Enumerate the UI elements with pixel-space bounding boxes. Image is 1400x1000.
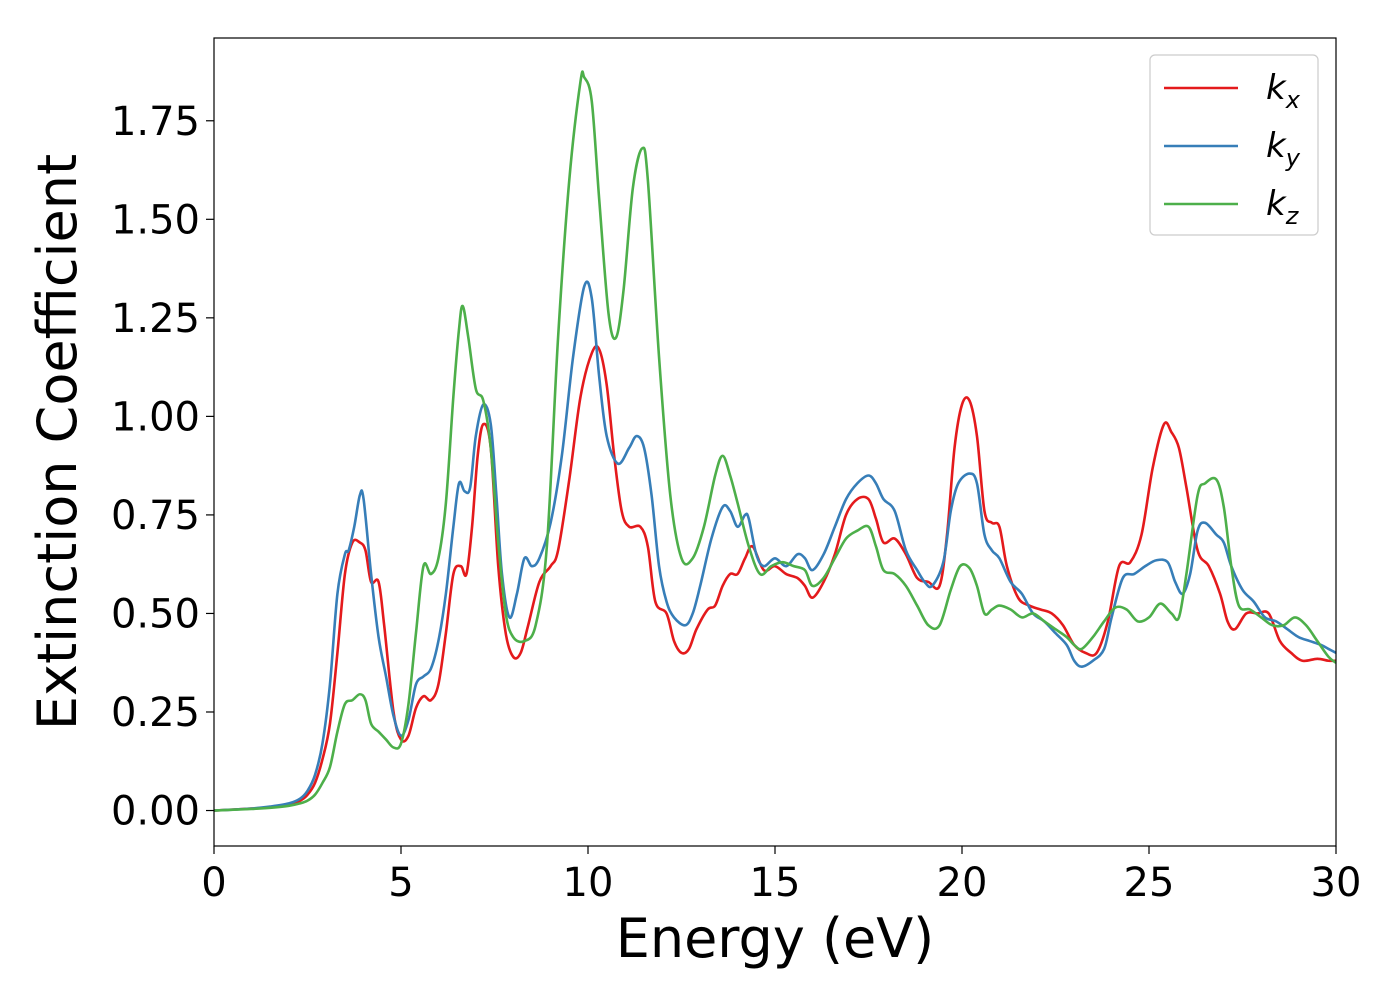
- y-tick-label: 1.00: [111, 394, 200, 440]
- x-axis: 0 5 10 15 20 25 30: [201, 846, 1361, 906]
- y-tick-label: 0.00: [111, 789, 200, 835]
- y-tick-label: 0.75: [111, 493, 200, 539]
- series-line-x: [214, 344, 1336, 812]
- legend-label-y: ky: [1266, 126, 1301, 172]
- series-line-y: [214, 280, 1336, 812]
- series-layer: [214, 70, 1336, 812]
- y-axis: 0.00 0.25 0.50 0.75 1.00 1.25 1.50 1.75: [111, 99, 214, 835]
- x-tick-label: 0: [201, 860, 226, 906]
- x-tick-label: 20: [937, 860, 988, 906]
- y-tick-label: 1.25: [111, 296, 200, 342]
- legend: kx ky kz: [1149, 54, 1319, 236]
- x-tick-label: 30: [1311, 860, 1362, 906]
- y-tick-label: 1.75: [111, 99, 200, 145]
- x-tick-label: 25: [1124, 860, 1175, 906]
- y-tick-label: 0.50: [111, 591, 200, 637]
- legend-label-z: kz: [1266, 184, 1300, 230]
- x-tick-label: 5: [388, 860, 413, 906]
- x-tick-label: 15: [750, 860, 801, 906]
- x-tick-label: 10: [563, 860, 614, 906]
- y-tick-label: 1.50: [111, 197, 200, 243]
- y-axis-title: Extinction Coefficient: [26, 154, 89, 730]
- x-axis-title: Energy (eV): [616, 907, 935, 970]
- legend-label-x: kx: [1266, 68, 1301, 114]
- series-line-z: [214, 70, 1336, 812]
- y-tick-label: 0.25: [111, 690, 200, 736]
